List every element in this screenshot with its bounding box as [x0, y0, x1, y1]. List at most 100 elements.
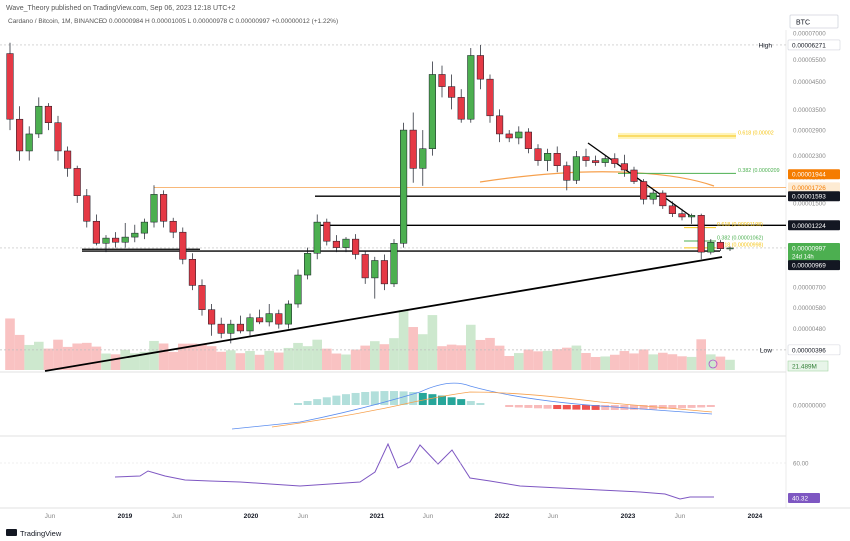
price-label: Low 0.00000396 — [760, 344, 841, 356]
candle — [611, 153, 619, 168]
candle — [390, 239, 398, 287]
macd-histogram-bar — [582, 405, 590, 410]
volume-bar — [696, 339, 706, 370]
macd-histogram-bar — [706, 405, 715, 407]
candle-body — [467, 55, 475, 120]
macd-histogram-bar — [591, 405, 600, 410]
volume-bar — [197, 343, 207, 370]
candle — [428, 61, 436, 156]
price-tick-label: 0.00003500 — [793, 107, 826, 114]
price-tick-label: 0.00000480 — [793, 326, 826, 333]
volume-bar — [590, 356, 601, 370]
price-label: 0.00000997 24d 14h — [788, 242, 840, 261]
price-tick-label: 0.00004500 — [793, 79, 826, 86]
macd-histogram-bar — [476, 403, 485, 405]
candle-body — [256, 317, 264, 323]
macd-histogram-bar — [678, 405, 686, 409]
candle — [409, 112, 417, 183]
candle — [534, 144, 542, 166]
time-axis[interactable]: Jun 2019 Jun 2020 Jun 2021 Jun 2022 Jun 2023 Jun 20… — [45, 513, 763, 520]
candle-body — [678, 213, 686, 218]
candle-body — [544, 153, 552, 161]
candle — [246, 313, 254, 336]
price-label: High 0.00006271 — [758, 39, 841, 51]
candle — [208, 304, 216, 336]
candle-body — [448, 86, 456, 98]
symbol-text[interactable]: Cardano / Bitcoin, 1M, BINANCE — [8, 18, 104, 25]
volume-bar — [178, 343, 188, 370]
price-tick-label: 0.00000580 — [793, 305, 826, 312]
price-tick-label: 0.00002300 — [793, 153, 826, 160]
volume-bar — [254, 354, 265, 370]
candle — [140, 218, 148, 240]
candle — [505, 130, 513, 143]
candle-body — [140, 221, 148, 234]
volume-bar — [418, 334, 428, 370]
candle-body — [726, 247, 734, 250]
candle — [284, 300, 292, 329]
price-label-value: 0.00006271 — [792, 42, 826, 49]
volume-bar — [91, 346, 102, 370]
volume-bar — [283, 347, 294, 370]
candle — [515, 126, 523, 145]
candle-body — [352, 238, 360, 255]
candle-body — [649, 192, 657, 200]
price-label-box — [788, 220, 840, 231]
volume-bar — [552, 349, 562, 370]
candle — [102, 235, 110, 253]
candle-body — [438, 74, 446, 87]
levels-layer: 0.618 (0.00002 0.382 (0.0000209 0.618 (0.0… — [0, 44, 786, 372]
currency-box[interactable]: BTC — [789, 14, 839, 29]
price-label-value: 0.00001593 — [792, 194, 826, 201]
candle — [467, 47, 475, 123]
candle-body — [582, 156, 590, 161]
volume-bar — [562, 347, 572, 370]
volume-bar — [82, 342, 92, 370]
volume-bar — [312, 339, 322, 370]
candle-body — [323, 221, 331, 242]
time-tick-label: 2021 — [370, 513, 385, 520]
volume-bar — [600, 356, 610, 370]
candle — [668, 201, 676, 217]
candle-body — [73, 168, 81, 196]
volume-bar — [322, 348, 332, 370]
volume-bar — [120, 349, 130, 370]
volume-bar — [43, 348, 54, 370]
macd-histogram-bar — [562, 405, 571, 410]
candle — [688, 213, 696, 224]
macd-histogram-bar — [610, 405, 619, 410]
time-tick-label: 2019 — [118, 513, 133, 520]
candle — [582, 148, 590, 167]
volume-bar — [168, 351, 178, 370]
volume-bar — [533, 351, 543, 370]
volume-bar — [235, 353, 246, 370]
price-tick-label: 0.00005500 — [793, 57, 826, 64]
macd-tick-label: 0.00000000 — [793, 403, 826, 410]
fib-level-label: 0.618 (0.00001198) — [717, 222, 763, 228]
macd-histogram-bar — [505, 405, 514, 407]
time-tick-label: Jun — [172, 513, 183, 520]
candle-body — [112, 237, 120, 243]
macd-histogram-bar — [351, 392, 360, 405]
price-axis[interactable]: 0.00007000 0.00005500 0.00004500 0.00003500… — [793, 30, 826, 373]
volume-layer — [5, 310, 735, 370]
macd-histogram-bar — [322, 397, 331, 405]
candle — [236, 315, 244, 334]
macd-histogram-bar — [572, 405, 581, 410]
candle — [169, 217, 177, 239]
candle-body — [246, 317, 254, 332]
brand-text: TradingView — [20, 529, 62, 538]
macd-histogram-bar — [601, 405, 610, 410]
candle-body — [83, 195, 91, 222]
candle — [92, 214, 100, 246]
macd-histogram-bar — [649, 405, 658, 410]
candle-body — [54, 122, 62, 152]
volume-bar — [437, 346, 447, 370]
candle-body — [620, 163, 628, 171]
volume-bar — [504, 355, 514, 370]
candle-body — [304, 253, 312, 276]
volume-bar — [485, 337, 495, 370]
volume-bar — [216, 351, 226, 370]
macd-histogram-bar — [687, 405, 696, 408]
